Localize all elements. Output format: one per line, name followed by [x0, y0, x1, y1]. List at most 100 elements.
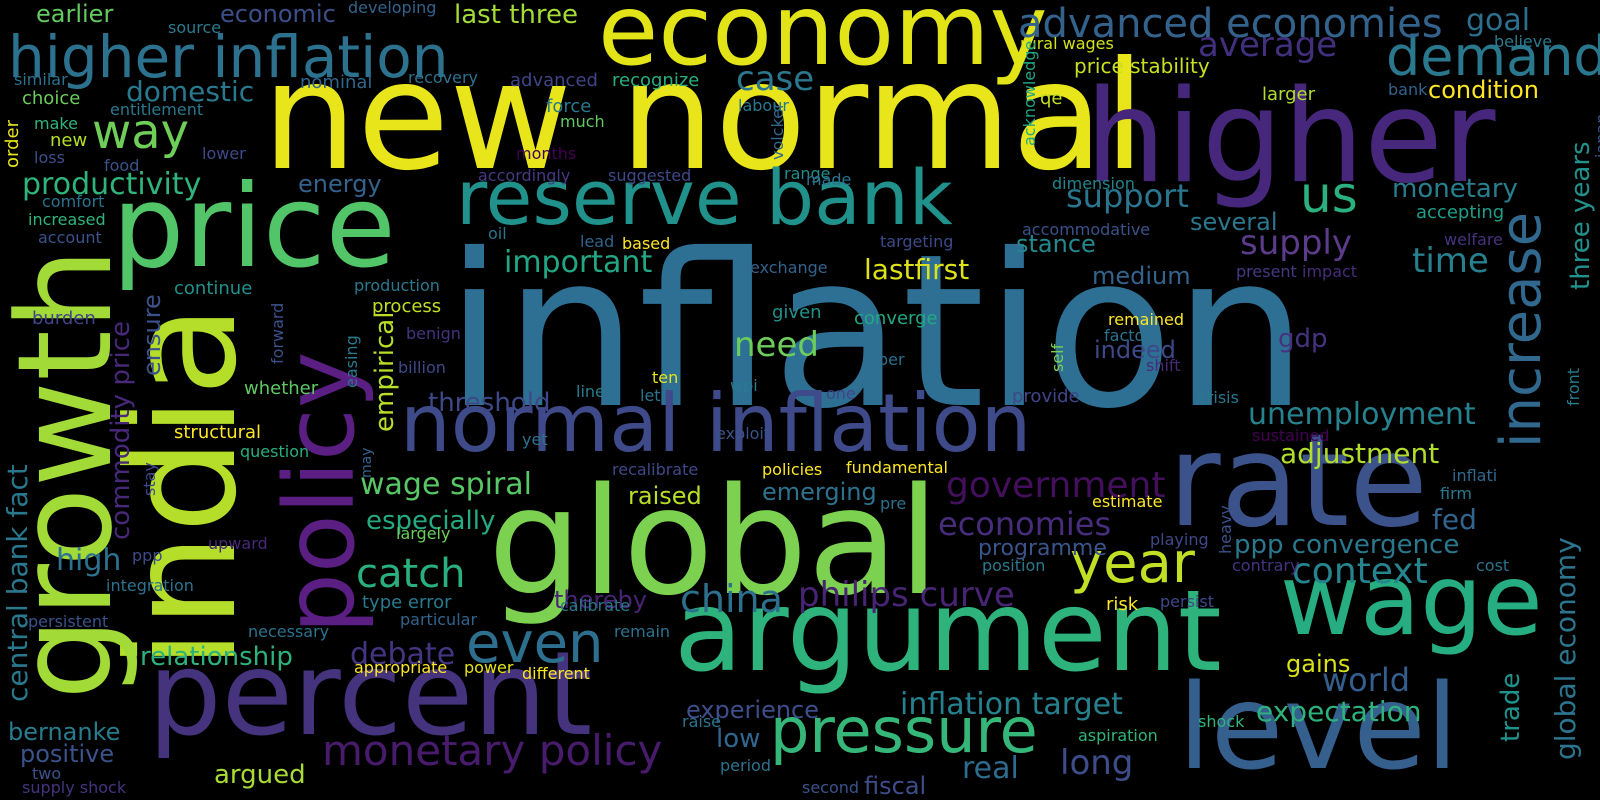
word-wage: wage: [1280, 544, 1543, 658]
word-goal: goal: [1466, 3, 1531, 38]
word-positive: positive: [20, 740, 115, 768]
word-qe: qe: [1040, 88, 1063, 109]
word-structural: structural: [174, 422, 262, 443]
word-self: self: [1048, 343, 1067, 372]
word-comfort: comfort: [42, 192, 105, 211]
word-support: support: [1066, 177, 1189, 215]
word-global-economy: global economy: [1549, 537, 1582, 760]
word-accommodative: accommodative: [1022, 220, 1151, 239]
word-monetary-policy: monetary policy: [322, 726, 663, 775]
word-shock: shock: [1198, 712, 1245, 731]
word-acknowledge: acknowledge: [1020, 40, 1039, 146]
word-oil: oil: [488, 224, 507, 243]
word-remain: remain: [614, 622, 671, 641]
word-upward: upward: [208, 534, 268, 553]
word-per: per: [878, 350, 905, 369]
word-long: long: [1060, 743, 1134, 783]
word-time: time: [1412, 241, 1489, 281]
word-volcker: volcker: [768, 102, 787, 160]
word-calibrate: calibrate: [560, 596, 631, 615]
word-way: way: [92, 104, 190, 160]
word-accordingly: accordingly: [478, 166, 571, 185]
word-energy: energy: [298, 170, 382, 198]
word-type-error: type error: [362, 592, 452, 613]
word-advanced-economies: advanced economies: [1018, 1, 1443, 47]
word-emerging: emerging: [762, 478, 877, 506]
word-firm: firm: [1440, 484, 1472, 503]
word-recognize: recognize: [612, 70, 700, 91]
word-appropriate: appropriate: [354, 658, 448, 677]
word-second: second: [802, 778, 860, 797]
word-demand: demand: [1386, 25, 1600, 88]
word-increased: increased: [28, 210, 106, 229]
word-playing: playing: [1150, 530, 1209, 549]
word-high: high: [56, 543, 122, 578]
word-order: order: [2, 120, 23, 168]
word-gdp: gdp: [1278, 324, 1328, 354]
word-contrary: contrary: [1232, 556, 1300, 575]
word-china: china: [680, 577, 783, 621]
word-recovery: recovery: [408, 68, 479, 87]
word-loss: loss: [34, 148, 65, 167]
word-exploit: exploit: [716, 424, 771, 443]
word-welfare: welfare: [1444, 230, 1503, 249]
word-higher-inflation: higher inflation: [8, 23, 449, 91]
word-global: global: [488, 456, 940, 628]
word-range: range: [784, 164, 831, 183]
word-much: much: [560, 112, 605, 131]
word-higher: higher: [1085, 63, 1496, 212]
word-rate: rate: [1168, 407, 1428, 556]
word-easing: easing: [342, 335, 361, 388]
word-believe: believe: [1494, 32, 1553, 51]
word-thereby: thereby: [554, 586, 647, 614]
word-heavy: heavy: [1216, 505, 1235, 554]
word-level: level: [1178, 658, 1459, 796]
word-important: important: [504, 245, 653, 280]
word-government: government: [946, 465, 1166, 506]
word-billion: billion: [398, 358, 446, 377]
word-persist: persist: [1160, 592, 1214, 611]
word-advanced: advanced: [510, 70, 598, 91]
word-position: position: [982, 556, 1046, 575]
word-wpi: wpi: [730, 376, 758, 395]
word-targeting: targeting: [880, 232, 954, 251]
word-ensure: ensure: [138, 294, 166, 376]
word-percent: percent: [148, 627, 593, 762]
word-larger: larger: [1262, 84, 1316, 105]
word-last-three: last three: [454, 0, 578, 30]
word-supply-shock: supply shock: [22, 778, 127, 797]
word-particular: particular: [400, 610, 478, 629]
word-average: average: [1198, 25, 1338, 65]
word-inflation-target: inflation target: [900, 687, 1123, 722]
word-three-years: three years: [1566, 141, 1596, 290]
word-source: source: [168, 18, 222, 37]
word-persistent: persistent: [28, 612, 109, 631]
word-fiscal: fiscal: [864, 772, 927, 800]
word-front: front: [1564, 367, 1583, 406]
word-economy: economy: [598, 0, 1048, 88]
word-indeed: indeed: [1094, 336, 1176, 364]
word-exchange: exchange: [750, 258, 828, 277]
word-argued: argued: [214, 760, 306, 790]
word-choice: choice: [22, 88, 81, 109]
word-new-normal: new normal: [262, 30, 1146, 204]
word-whether: whether: [244, 378, 319, 399]
word-especially: especially: [366, 506, 496, 536]
word-year: year: [1070, 531, 1195, 596]
word-medium: medium: [1092, 262, 1191, 290]
word-largely: largely: [396, 524, 451, 543]
word-similar: similar: [14, 70, 68, 89]
word-lower: lower: [202, 144, 246, 163]
word-impact: impact: [1302, 262, 1358, 281]
word-need: need: [734, 325, 819, 365]
word-catch: catch: [356, 551, 466, 597]
word-earlier: earlier: [36, 0, 114, 28]
word-supply: supply: [1240, 223, 1352, 263]
word-food: food: [104, 156, 140, 175]
word-monetary: monetary: [1392, 174, 1518, 204]
word-cost: cost: [1476, 556, 1510, 575]
word-experience: experience: [686, 696, 820, 724]
word-forward: forward: [268, 302, 287, 364]
word-threshold: threshold: [428, 388, 551, 418]
word-fed: fed: [1432, 503, 1477, 536]
